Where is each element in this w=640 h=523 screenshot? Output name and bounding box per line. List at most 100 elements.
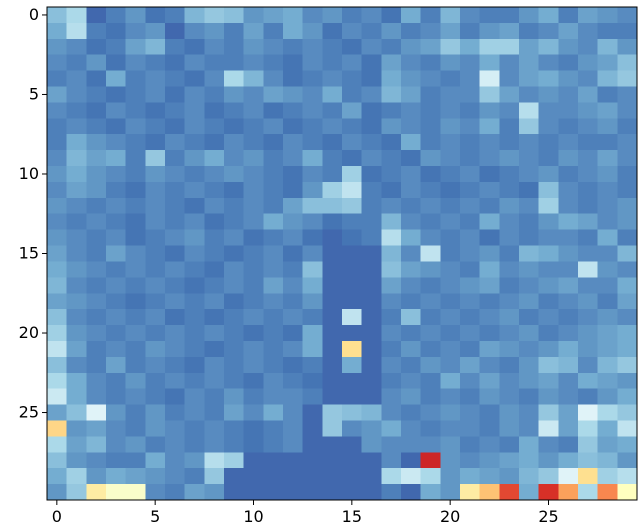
heatmap-cell: [125, 372, 146, 390]
heatmap-cell: [106, 134, 127, 151]
heatmap-cell: [617, 38, 638, 56]
heatmap-cell: [165, 134, 186, 151]
heatmap-cell: [322, 245, 343, 263]
heatmap-cell: [165, 229, 186, 247]
heatmap-cell: [342, 452, 363, 469]
heatmap-cell: [519, 22, 540, 40]
heatmap-cell: [263, 420, 284, 437]
heatmap-cell: [145, 213, 166, 231]
heatmap-cell: [322, 54, 343, 72]
heatmap-cell: [361, 388, 382, 406]
heatmap-cell: [479, 86, 500, 104]
heatmap-cell: [361, 166, 382, 183]
heatmap-cell: [440, 7, 461, 24]
heatmap-cell: [283, 134, 304, 151]
heatmap-cell: [499, 181, 520, 199]
heatmap-cell: [145, 102, 166, 119]
heatmap-cell: [66, 70, 87, 88]
heatmap-cell: [243, 134, 264, 151]
heatmap-cell: [479, 166, 500, 183]
heatmap-cell: [145, 134, 166, 151]
heatmap-cell: [283, 468, 304, 485]
heatmap-cell: [145, 70, 166, 88]
heatmap-cell: [420, 309, 441, 326]
heatmap-cell: [224, 213, 245, 231]
heatmap-cell: [204, 372, 225, 390]
heatmap-cell: [381, 484, 402, 501]
heatmap-cell: [47, 102, 68, 119]
heatmap-cell: [66, 356, 87, 374]
x-tick-label: 10: [243, 507, 263, 523]
heatmap-cell: [184, 356, 205, 374]
heatmap-cell: [224, 102, 245, 119]
heatmap-cell: [283, 70, 304, 88]
heatmap-cell: [597, 484, 618, 501]
heatmap-cell: [86, 452, 107, 469]
heatmap-cell: [302, 325, 323, 342]
heatmap-cell: [204, 388, 225, 406]
heatmap-cell: [204, 54, 225, 72]
heatmap-cell: [106, 452, 127, 469]
heatmap-cell: [578, 150, 599, 167]
heatmap-cell: [243, 325, 264, 342]
heatmap-cell: [263, 102, 284, 119]
heatmap-cell: [519, 325, 540, 342]
heatmap-cell: [263, 86, 284, 104]
heatmap-cell: [322, 309, 343, 326]
heatmap-cell: [479, 102, 500, 119]
heatmap-cell: [538, 181, 559, 199]
heatmap-cell: [86, 372, 107, 390]
heatmap-cell: [302, 166, 323, 183]
heatmap-cell: [125, 7, 146, 24]
heatmap-cell: [66, 420, 87, 437]
heatmap-cell: [47, 22, 68, 40]
heatmap-cell: [361, 213, 382, 231]
heatmap-cell: [578, 197, 599, 215]
heatmap-cell: [499, 388, 520, 406]
y-tick-label: 25: [19, 403, 39, 422]
heatmap-cell: [125, 468, 146, 485]
heatmap-cell: [519, 102, 540, 119]
heatmap-cell: [342, 468, 363, 485]
y-tick-label: 10: [19, 164, 39, 183]
heatmap-cell: [47, 340, 68, 358]
heatmap-cell: [165, 54, 186, 72]
heatmap-cell: [47, 213, 68, 231]
heatmap-cell: [361, 452, 382, 469]
heatmap-cell: [558, 325, 579, 342]
heatmap-cell: [322, 325, 343, 342]
heatmap-cell: [283, 86, 304, 104]
heatmap-cell: [243, 452, 264, 469]
heatmap-cell: [342, 261, 363, 278]
heatmap-cell: [66, 468, 87, 485]
heatmap-cell: [204, 261, 225, 278]
heatmap-cell: [342, 356, 363, 374]
heatmap-cell: [243, 388, 264, 406]
heatmap-cell: [302, 388, 323, 406]
heatmap-cell: [578, 7, 599, 24]
heatmap-cell: [538, 197, 559, 215]
heatmap-cell: [47, 150, 68, 167]
heatmap-cell: [342, 181, 363, 199]
heatmap-cell: [381, 86, 402, 104]
heatmap-cell: [106, 22, 127, 40]
heatmap-cell: [361, 484, 382, 501]
heatmap-cell: [597, 181, 618, 199]
heatmap-cell: [401, 22, 422, 40]
heatmap-cell: [283, 7, 304, 24]
heatmap-cell: [361, 38, 382, 56]
heatmap-cell: [243, 150, 264, 167]
heatmap-cell: [263, 309, 284, 326]
heatmap-cell: [361, 245, 382, 263]
heatmap-cell: [322, 181, 343, 199]
heatmap-cell: [125, 38, 146, 56]
heatmap-cell: [184, 38, 205, 56]
heatmap-cell: [263, 245, 284, 263]
heatmap-cell: [106, 468, 127, 485]
heatmap-cell: [342, 420, 363, 437]
heatmap-cell: [322, 102, 343, 119]
heatmap-cell: [538, 229, 559, 247]
heatmap-cell: [420, 38, 441, 56]
heatmap-cell: [184, 293, 205, 310]
heatmap-cell: [597, 134, 618, 151]
